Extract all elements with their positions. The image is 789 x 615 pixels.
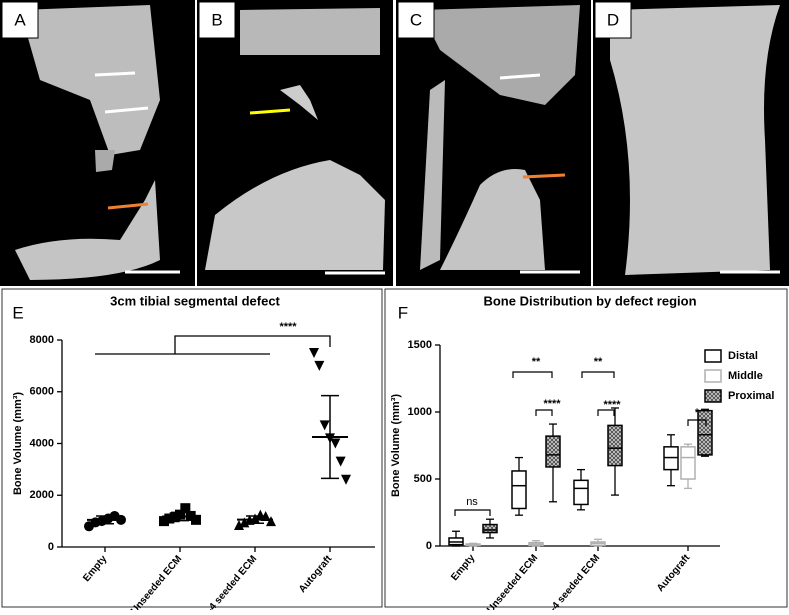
y-axis-label: Bone Volume (mm³) — [390, 394, 402, 497]
point — [234, 520, 244, 531]
box — [680, 446, 696, 480]
panel-label-box — [397, 1, 435, 39]
image-panels — [0, 0, 789, 286]
y-tick-label: 0 — [48, 541, 54, 553]
x-tick-label: Autograft — [655, 552, 693, 594]
box — [573, 479, 589, 506]
legend-label: Distal — [728, 350, 758, 362]
point — [341, 474, 351, 485]
point — [330, 438, 341, 449]
panel-label: A — [14, 10, 26, 29]
chart-title: 3cm tibial segmental defect — [110, 293, 280, 308]
point — [159, 516, 169, 527]
legend-swatch — [704, 389, 722, 403]
legend-swatch — [704, 369, 722, 383]
box — [511, 470, 527, 510]
annotation: * — [695, 407, 700, 419]
panel-e-frame — [1, 288, 383, 608]
significance-bracket — [512, 371, 553, 378]
annotation: **** — [279, 321, 297, 333]
point — [175, 509, 185, 520]
annotation: **** — [603, 399, 621, 411]
y-tick-label: 0 — [426, 540, 432, 552]
point — [260, 510, 271, 521]
point — [180, 503, 191, 514]
y-tick-label: 1500 — [408, 339, 432, 351]
point — [314, 360, 325, 371]
panel-label: E — [12, 303, 23, 322]
y-tick-label: 500 — [414, 473, 432, 485]
annotation: **** — [543, 398, 561, 410]
point — [239, 517, 250, 528]
significance-bracket — [581, 371, 615, 378]
point — [266, 516, 276, 527]
annotation: ** — [532, 356, 541, 368]
significance-bracket — [454, 509, 491, 516]
legend-label: Middle — [728, 370, 763, 382]
x-tick-label: Empty — [449, 552, 477, 583]
panel-f-frame — [384, 288, 788, 608]
legend-swatch — [704, 349, 722, 363]
panel-label: B — [211, 10, 222, 29]
point — [309, 347, 319, 358]
significance-bracket — [535, 409, 553, 416]
point — [335, 456, 346, 467]
annotation: ns — [466, 496, 478, 508]
y-tick-label: 2000 — [30, 489, 54, 501]
x-tick-label: Autograft — [297, 553, 335, 595]
point — [164, 513, 175, 524]
significance-bracket — [687, 419, 707, 426]
x-tick-label: Stro-4 seeded ECM — [192, 554, 259, 610]
panel-label: D — [607, 10, 619, 29]
panel-label-box — [198, 1, 236, 39]
y-tick-label: 4000 — [30, 437, 54, 449]
y-tick-label: 6000 — [30, 386, 54, 398]
x-tick-label: Unseeded ECM — [129, 554, 184, 610]
x-tick-label: Unseeded ECM — [485, 553, 540, 610]
significance-bracket — [95, 335, 331, 355]
box — [697, 409, 713, 456]
point — [185, 510, 196, 521]
box — [607, 424, 623, 467]
y-tick-label: 1000 — [408, 406, 432, 418]
significance-bracket — [597, 409, 615, 416]
box — [545, 435, 561, 468]
x-tick-label: Empty — [81, 553, 109, 584]
panel-label-box — [1, 1, 39, 39]
panel-label: F — [398, 303, 408, 322]
y-axis-label: Bone Volume (mm³) — [12, 392, 24, 495]
legend-label: Proximal — [728, 390, 774, 402]
point — [191, 514, 201, 525]
point — [319, 420, 330, 431]
y-tick-label: 8000 — [30, 334, 54, 346]
point — [250, 513, 260, 524]
point — [325, 433, 335, 444]
panel-label: C — [410, 10, 422, 29]
panel-label-box — [594, 1, 632, 39]
x-tick-label: Stro-4 seeded ECM — [535, 553, 602, 610]
annotation: ** — [594, 356, 603, 368]
point — [169, 512, 180, 523]
point — [116, 514, 126, 525]
chart-title: Bone Distribution by defect region — [483, 293, 696, 308]
box — [482, 523, 498, 534]
